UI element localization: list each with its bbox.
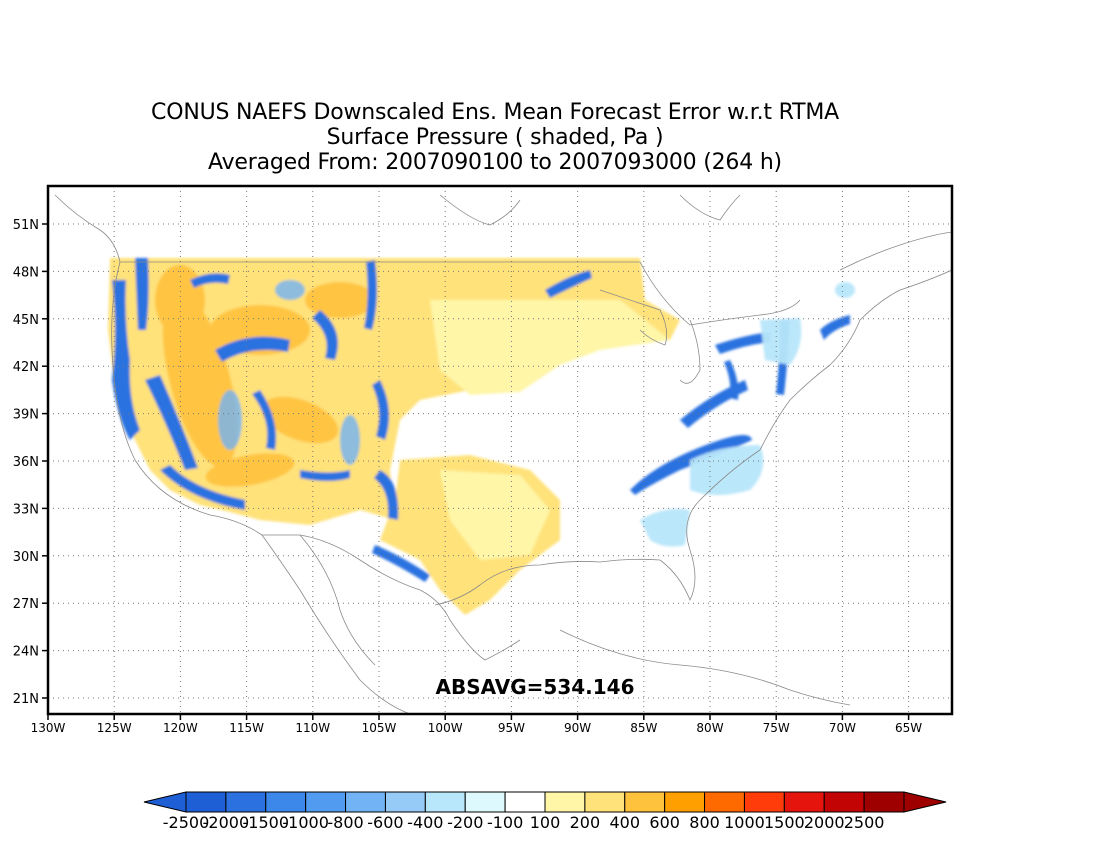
shaded-field	[108, 258, 855, 615]
lon-tick-label: 90W	[564, 721, 591, 735]
colorbar-label: -800	[327, 813, 363, 832]
colorbar-label: -2500	[163, 813, 210, 832]
lon-tick-label: 125W	[97, 721, 132, 735]
colorbar-swatch	[464, 791, 506, 813]
colorbar-swatch	[265, 791, 307, 813]
colorbar-label: -1500	[243, 813, 290, 832]
map-gridlines	[48, 186, 952, 714]
colorbar-label: -1000	[282, 813, 329, 832]
lat-tick-label: 45N	[13, 313, 39, 328]
shade-cyan-east	[640, 282, 855, 547]
lon-tick-label: 105W	[362, 721, 397, 735]
colorbar-swatch	[345, 791, 386, 813]
colorbar-label: 1000	[724, 813, 765, 832]
lat-tick-label: 27N	[13, 597, 39, 612]
lon-tick-label: 80W	[696, 721, 723, 735]
lon-tick-label: 95W	[498, 721, 525, 735]
colorbar-swatch	[664, 791, 706, 813]
colorbar-swatch	[225, 791, 267, 813]
lat-tick-label: 30N	[13, 550, 39, 565]
lat-tick-label: 36N	[13, 455, 39, 470]
lat-tick-label: 24N	[13, 645, 39, 660]
colorbar-swatch	[424, 791, 466, 813]
colorbar-swatch	[504, 791, 546, 813]
colorbar-swatch	[384, 791, 426, 813]
colorbar-label: 1500	[764, 813, 805, 832]
colorbar-label: -400	[407, 813, 443, 832]
absavg-annotation: ABSAVG=534.146	[436, 675, 635, 699]
colorbar-swatch	[743, 791, 785, 813]
colorbar-swatch	[783, 791, 825, 813]
colorbar-label: 2000	[804, 813, 845, 832]
lon-tick-label: 110W	[295, 721, 330, 735]
lat-tick-label: 42N	[13, 360, 39, 375]
colorbar-swatch	[704, 791, 745, 813]
colorbar-label: 100	[530, 813, 561, 832]
colorbar-swatch	[823, 791, 865, 813]
colorbar-swatch	[584, 791, 626, 813]
colorbar-max-arrow	[903, 791, 947, 813]
shade-yellow-plains-light	[430, 300, 670, 395]
colorbar-label: 200	[570, 813, 601, 832]
colorbar-label: 600	[649, 813, 680, 832]
title-block: CONUS NAEFS Downscaled Ens. Mean Forecas…	[0, 100, 990, 175]
lon-tick-label: 75W	[763, 721, 790, 735]
shade-blue-west	[112, 258, 592, 582]
colorbar-label: 400	[610, 813, 641, 832]
shade-yellow-texas-light	[440, 470, 550, 560]
colorbar-min-arrow	[143, 791, 187, 813]
lon-tick-label: 120W	[163, 721, 198, 735]
lon-tick-label: 65W	[895, 721, 922, 735]
lon-tick-label: 115W	[229, 721, 264, 735]
colorbar-labels: -2500-2000-1500-1000-800 -600 -400 -200 -100…	[163, 813, 885, 832]
title-line-3: Averaged From: 2007090100 to 2007093000 …	[208, 150, 782, 175]
lon-tick-label: 85W	[630, 721, 657, 735]
lat-tick-label: 33N	[13, 502, 39, 517]
colorbar-label: -2000	[203, 813, 250, 832]
lat-tick-label: 39N	[13, 408, 39, 423]
title-line-1: CONUS NAEFS Downscaled Ens. Mean Forecas…	[151, 100, 839, 125]
lon-tick-label: 70W	[829, 721, 856, 735]
lat-tick-label: 51N	[13, 218, 39, 233]
colorbar-label: -200	[447, 813, 483, 832]
title-line-2: Surface Pressure ( shaded, Pa )	[326, 125, 664, 150]
lon-tick-label: 130W	[31, 721, 66, 735]
colorbar-swatch	[544, 791, 586, 813]
colorbar-swatch	[863, 791, 905, 813]
lat-tick-label: 48N	[13, 265, 39, 280]
colorbar-label: -600	[367, 813, 403, 832]
shade-lightblue-west	[218, 280, 360, 465]
colorbar-swatch	[624, 791, 666, 813]
lat-axis: 51N 48N 45N 42N 39N 36N 33N 30N 27N 24N 21N	[13, 218, 48, 707]
lon-tick-label: 100W	[428, 721, 463, 735]
lon-axis: 130W 125W 120W 115W 110W 105W 100W 95W 90W 85W 80W…	[31, 714, 922, 735]
lat-tick-label: 21N	[13, 692, 39, 707]
colorbar	[143, 791, 947, 813]
colorbar-label: -100	[487, 813, 523, 832]
colorbar-swatch	[185, 791, 227, 813]
map-frame	[46, 184, 954, 716]
colorbar-label: 800	[689, 813, 720, 832]
colorbar-label: 2500	[844, 813, 885, 832]
colorbar-swatch	[305, 791, 347, 813]
